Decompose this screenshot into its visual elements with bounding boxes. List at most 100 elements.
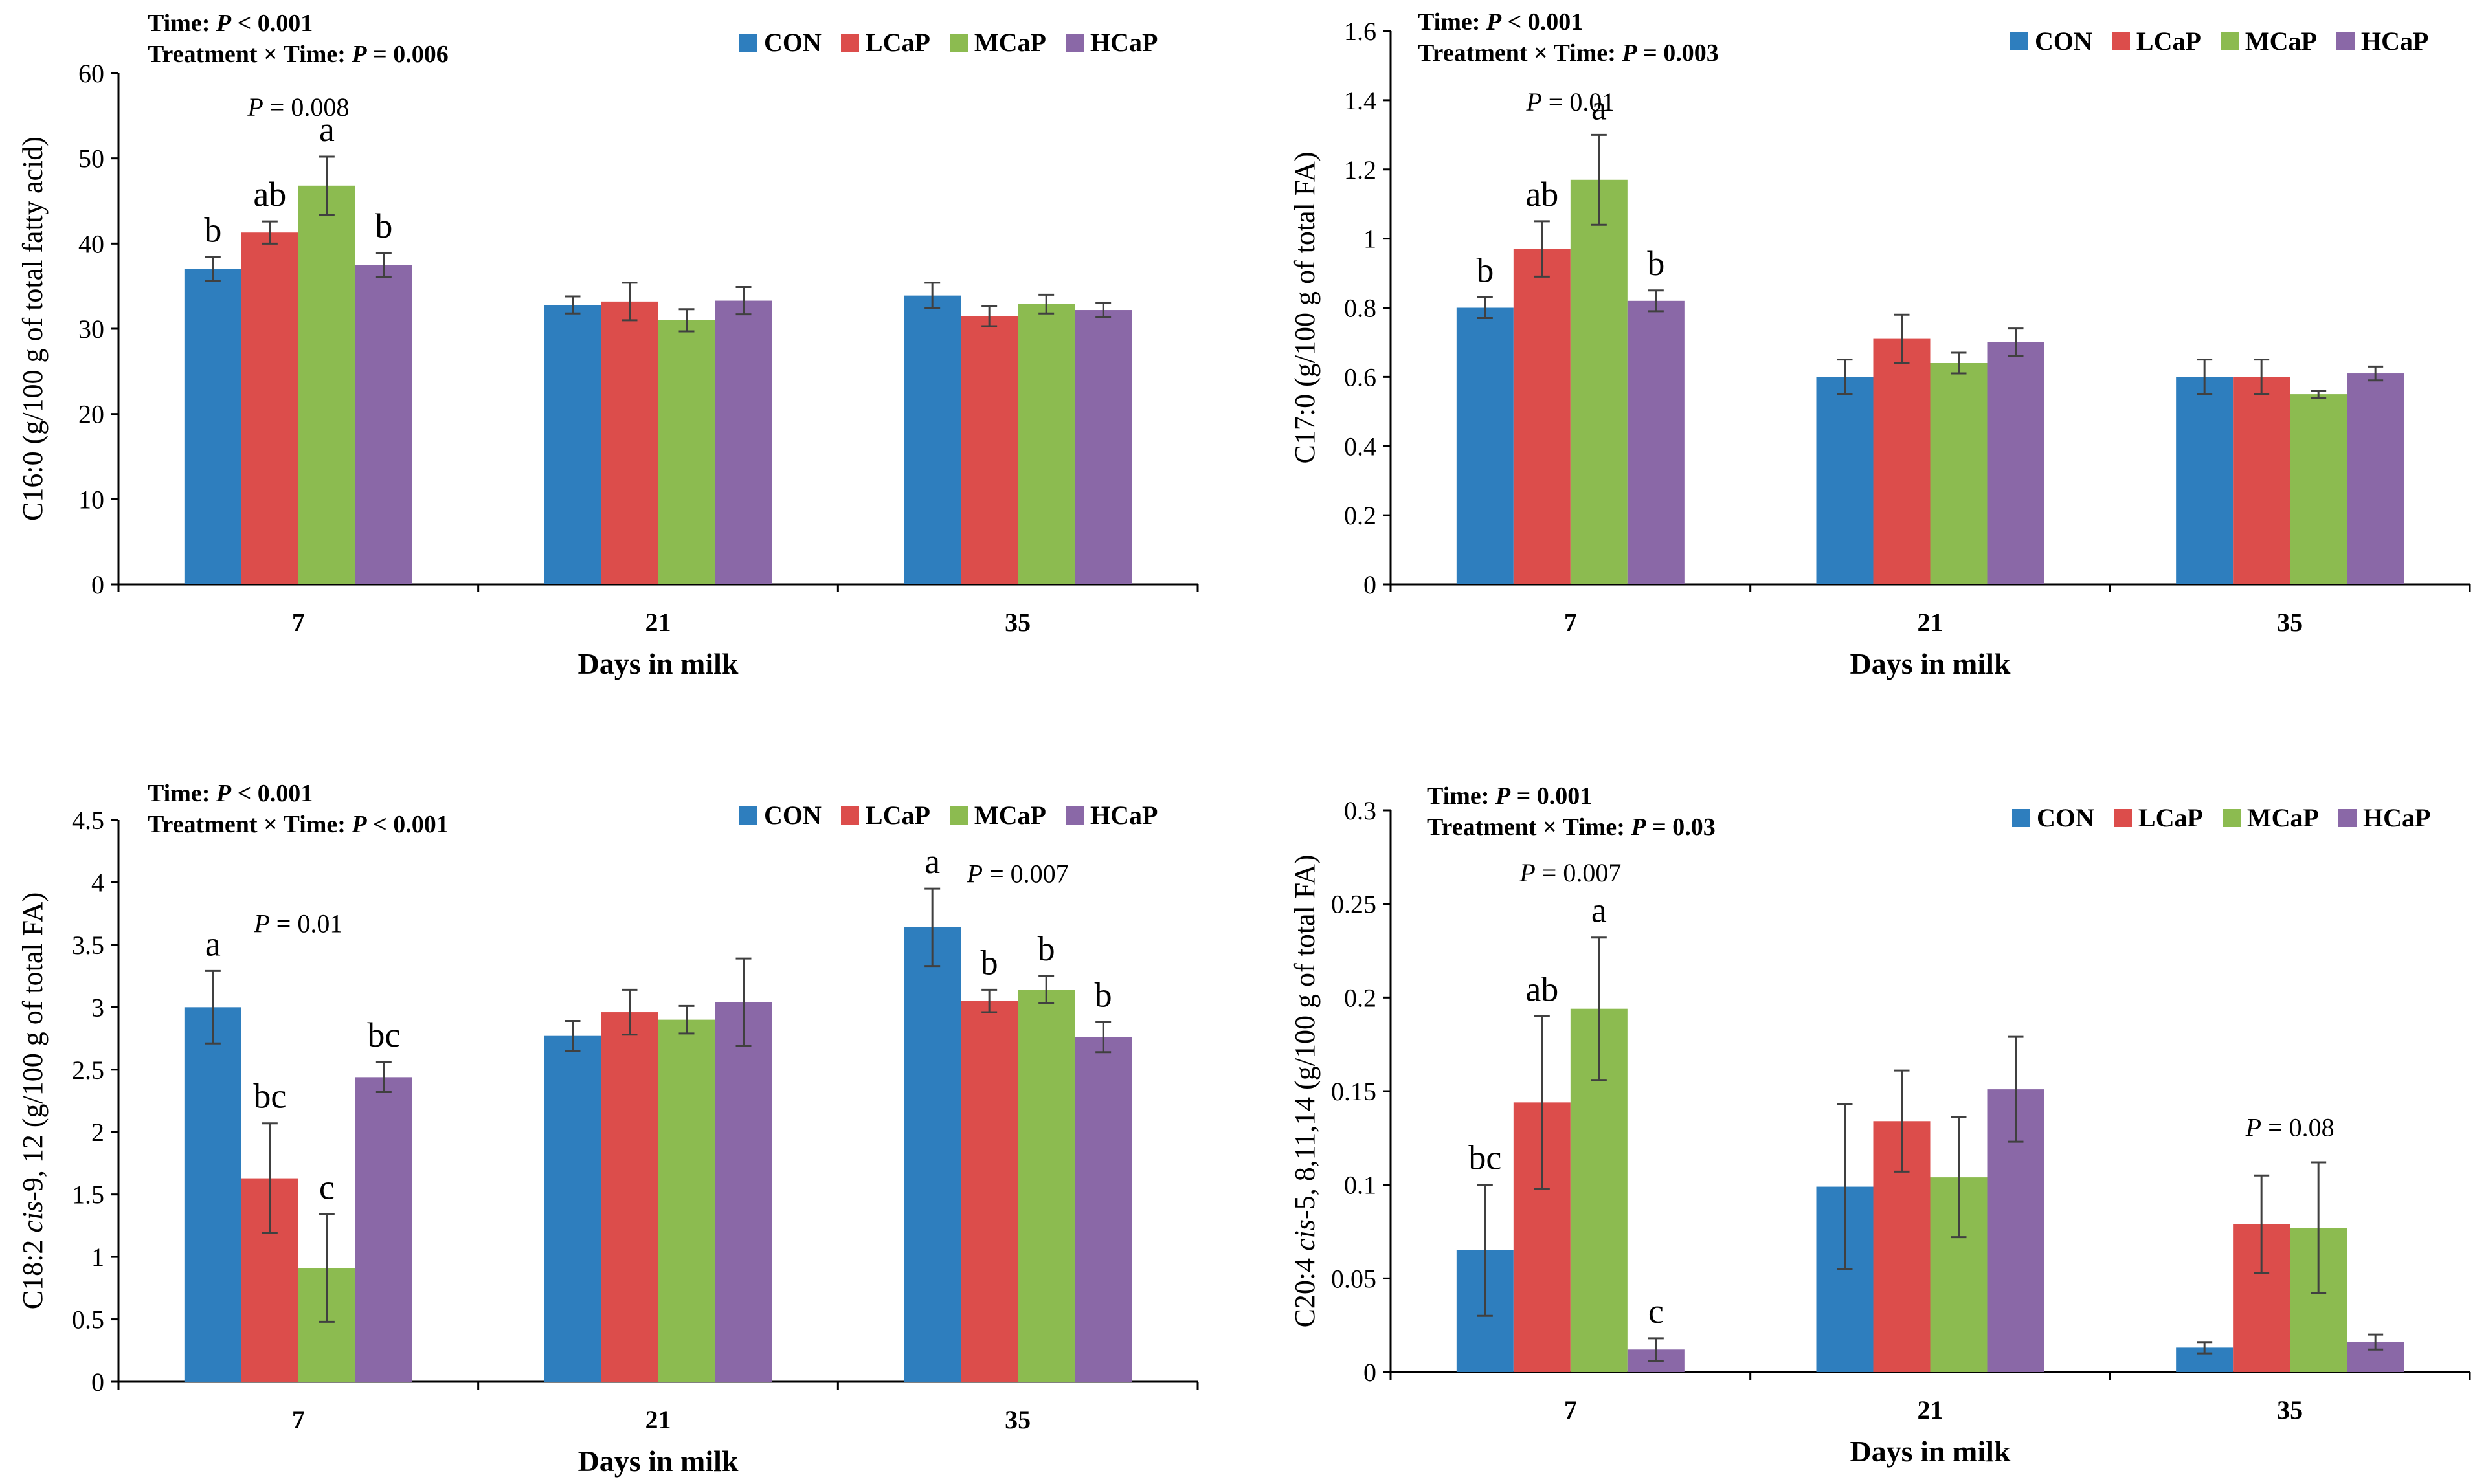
bar-hcap-day-7: [355, 1077, 412, 1382]
y-tick-label: 0: [91, 1368, 104, 1397]
p-value-number: = 0.007: [1536, 858, 1622, 887]
y-axis-title: C20:4 cis-5, 8,11,14 (g/100 g of total F…: [1289, 855, 1321, 1328]
chart-panel-c18: 0 0.5 1 1.5 2 2.5 3 3.5 4 4.5 7 21 35 Days in milk C18…: [17, 806, 1199, 1478]
bar-lcap-day-21: [601, 301, 658, 584]
y-tick-label: 20: [78, 400, 104, 429]
bar-hcap-day-35: [1075, 1037, 1132, 1382]
x-tick-label: 35: [1005, 1405, 1031, 1434]
y-tick-label: 0: [1363, 570, 1376, 599]
y-axis-title-part: -5, 8,11,14 (g/100 g of total FA): [1289, 855, 1321, 1219]
p-value-number: = 0.01: [270, 909, 343, 938]
bar-mcap-day-7: [298, 185, 355, 584]
y-tick-label: 4.5: [72, 806, 104, 835]
significance-letter: b: [1095, 975, 1112, 1014]
x-tick-label: 21: [1918, 608, 1943, 637]
legend-item-lcap: LCaP: [840, 27, 930, 58]
legend-swatch-hcap: [2336, 32, 2355, 50]
significance-letter: a: [319, 110, 335, 149]
p-value-annotation: P = 0.01: [1525, 87, 1615, 116]
significance-letter: b: [981, 943, 998, 982]
bar-mcap-day-21: [1930, 363, 1988, 584]
y-tick-label: 60: [78, 59, 104, 88]
legend-c17: CON LCaP MCaP HCaP: [2010, 26, 2448, 56]
legend-item-con: CON: [2012, 803, 2094, 833]
y-axis-title: C17:0 (g/100 g of total FA): [1289, 152, 1321, 464]
stats-time-c17: Time: P < 0.001: [1418, 8, 1584, 36]
x-tick-label: 35: [2277, 1395, 2303, 1424]
legend-swatch-con: [739, 33, 757, 52]
bar-con-day-35: [904, 927, 961, 1382]
bar-lcap-day-21: [601, 1012, 658, 1382]
y-tick-label: 10: [78, 485, 104, 514]
y-tick-label: 0.25: [1331, 890, 1376, 919]
y-axis-title: C18:2 cis-9, 12 (g/100 g of total FA): [17, 892, 49, 1310]
y-tick-label: 1.5: [72, 1180, 104, 1210]
significance-letter: b: [1476, 250, 1494, 289]
x-tick-label: 21: [1918, 1395, 1943, 1424]
y-tick-label: 30: [78, 315, 104, 344]
bar-mcap-day-21: [658, 320, 715, 584]
stats-time-c18: Time: P < 0.001: [148, 780, 313, 807]
p-value-label: P: [2245, 1113, 2261, 1142]
y-axis-title-part: cis: [1289, 1219, 1321, 1251]
y-tick-label: 0.6: [1344, 362, 1376, 392]
significance-letter: ab: [1525, 175, 1558, 214]
stats-block-c18: Time: P < 0.001 Treatment × Time: P < 0.…: [148, 778, 449, 840]
chart-panel-c17: 0 0.2 0.4 0.6 0.8 1 1.2 1.4 1.6 7 21 35 Days in milk…: [1289, 17, 2471, 680]
significance-letter: b: [375, 206, 392, 245]
bar-lcap-day-21: [1873, 338, 1931, 584]
legend-swatch-lcap: [2111, 32, 2130, 50]
stats-interaction-c18: Treatment × Time: P < 0.001: [148, 811, 449, 838]
bar-con-day-21: [1816, 377, 1874, 584]
p-value-number: = 0.008: [263, 93, 350, 122]
legend-swatch-lcap: [840, 806, 859, 825]
legend-c20: CON LCaP MCaP HCaP: [2012, 803, 2450, 833]
p-value-label: P: [1525, 87, 1541, 116]
significance-letter: a: [1591, 88, 1607, 127]
x-tick-label: 35: [1005, 608, 1031, 637]
bar-mcap-day-35: [1018, 304, 1075, 584]
y-tick-label: 0.8: [1344, 294, 1376, 323]
bar-hcap-day-21: [1987, 342, 2044, 584]
y-tick-label: 1: [1363, 225, 1376, 254]
y-tick-label: 40: [78, 229, 104, 258]
legend-item-con: CON: [2010, 26, 2092, 56]
legend-item-mcap: MCaP: [2222, 803, 2319, 833]
significance-letter: ab: [1525, 969, 1558, 1008]
significance-letter: b: [1647, 244, 1664, 283]
bar-con-day-7: [184, 1007, 241, 1382]
bar-con-day-35: [904, 295, 961, 584]
legend-swatch-mcap: [949, 806, 968, 825]
legend-swatch-mcap: [2222, 808, 2241, 827]
significance-letter: a: [1591, 891, 1607, 930]
p-value-label: P: [247, 93, 263, 122]
x-tick-label: 7: [1564, 608, 1577, 637]
y-tick-label: 0.15: [1331, 1077, 1376, 1106]
bar-lcap-day-7: [241, 232, 298, 584]
stats-interaction-c20: Treatment × Time: P = 0.03: [1427, 814, 1716, 841]
p-value-annotation: P = 0.01: [253, 909, 342, 938]
legend-swatch-hcap: [2338, 808, 2357, 827]
significance-letter: a: [924, 842, 940, 881]
y-tick-label: 1.2: [1344, 155, 1376, 184]
bar-mcap-day-35: [1018, 990, 1075, 1382]
legend-item-con: CON: [739, 27, 822, 58]
y-tick-label: 0.3: [1344, 796, 1376, 825]
y-tick-label: 0: [91, 570, 104, 599]
y-tick-label: 0.2: [1344, 501, 1376, 530]
significance-letter: b: [204, 210, 221, 249]
legend-swatch-lcap: [2113, 808, 2132, 827]
bar-hcap-day-21: [715, 1002, 772, 1382]
significance-letter: ab: [253, 175, 286, 214]
x-tick-label: 7: [1564, 1395, 1577, 1424]
legend-item-hcap: HCaP: [2338, 803, 2430, 833]
y-tick-label: 0.5: [72, 1305, 104, 1334]
bar-hcap-day-21: [715, 300, 772, 584]
x-tick-label: 21: [645, 1405, 671, 1434]
x-tick-label: 7: [292, 608, 305, 637]
stats-time-c16: Time: P < 0.001: [148, 10, 313, 37]
chart-panel-c16: 0 10 20 30 40 50 60 7 21 35 Days in milk C16:0 (g/1…: [17, 59, 1199, 680]
stats-time-c20: Time: P = 0.001: [1427, 782, 1593, 810]
p-value-number: = 0.007: [983, 859, 1069, 888]
